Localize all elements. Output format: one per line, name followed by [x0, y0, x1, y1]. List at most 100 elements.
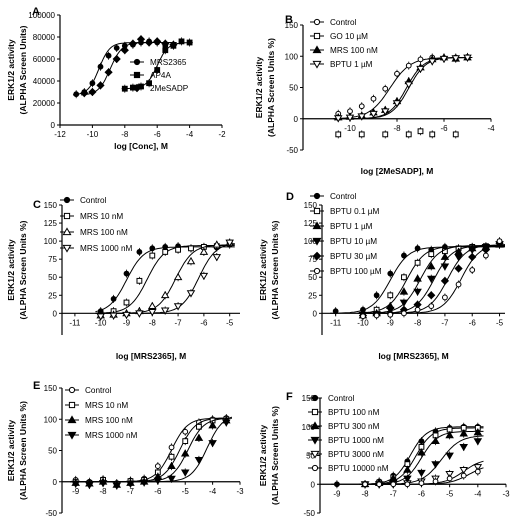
data-point — [394, 70, 400, 77]
series-mrs-100-nm — [70, 416, 232, 489]
data-point — [208, 440, 217, 448]
data-point — [148, 301, 157, 310]
x-tick-label: -5 — [446, 489, 454, 498]
data-point — [88, 87, 97, 97]
y-axis-label: ERK1/2 activity — [6, 39, 16, 101]
data-point — [426, 262, 436, 270]
x-axis-label: log [MRS2365], M — [378, 351, 448, 361]
data-point — [358, 131, 365, 138]
data-point — [80, 88, 89, 98]
data-point — [418, 480, 425, 487]
data-point — [173, 303, 183, 311]
chart-panel-a: A 0 20000 40000 60000 80000 100000 -12 -10 -8 -6 -4… — [6, 6, 226, 151]
x-tick-label: -8 — [149, 318, 157, 327]
x-tick-label: -7 — [441, 318, 449, 327]
data-point — [362, 481, 368, 488]
y-tick-label: 60000 — [33, 55, 56, 64]
legend-label: BPTU 300 nM — [328, 422, 380, 431]
legend-label: MRS 10 nM — [80, 212, 123, 221]
data-point — [474, 468, 481, 475]
data-point — [439, 55, 449, 64]
data-point — [222, 419, 231, 427]
data-point — [414, 306, 421, 313]
data-point — [154, 67, 161, 73]
legend-label: MRS 10 nM — [85, 401, 128, 410]
legend-label: 2MeSADP — [150, 84, 189, 93]
data-point — [62, 244, 72, 253]
data-point — [126, 480, 135, 489]
legend-item: BPTU 1 µM — [310, 60, 373, 69]
data-point — [311, 408, 319, 416]
data-point — [136, 277, 143, 284]
x-tick-label: -5 — [182, 487, 190, 496]
data-point — [312, 237, 322, 246]
y-tick-label: 50 — [48, 447, 57, 456]
x-tick-label: -8 — [121, 130, 129, 139]
data-point — [68, 386, 76, 394]
data-point — [135, 310, 144, 318]
legend: Control MRS 10 nM MRS 100 nM MRS 1000 nM — [65, 386, 138, 440]
data-point — [334, 481, 340, 488]
y-tick-label: 100 — [44, 237, 58, 246]
data-point — [123, 270, 130, 277]
data-point — [390, 481, 397, 488]
y-tick-label: -50 — [303, 509, 315, 518]
data-point — [399, 287, 409, 295]
y-axis-label: ERK1/2 activity — [6, 420, 16, 482]
data-point — [194, 433, 204, 441]
x-tick-label: -11 — [330, 318, 342, 327]
x-tick-label: -6 — [200, 318, 208, 327]
data-point — [432, 478, 439, 485]
fit-curve — [70, 416, 232, 483]
data-point — [427, 291, 436, 300]
data-point — [154, 463, 161, 470]
legend-label: MRS 100 nM — [80, 228, 128, 237]
legend-label: BPTU 1 µM — [330, 60, 373, 69]
data-point — [417, 469, 426, 478]
data-point — [459, 429, 468, 437]
y-axis-label-units: (ALPHA Screen Units %) — [18, 401, 28, 500]
data-point — [73, 91, 80, 98]
y-tick-label: 50 — [306, 452, 315, 461]
panel-label: B — [285, 14, 293, 26]
legend-item: 2MeSADP — [130, 83, 189, 93]
data-point — [312, 221, 322, 230]
data-point — [71, 480, 80, 489]
panel-label: D — [286, 191, 294, 203]
series-bptu-10000-nm — [359, 467, 484, 489]
x-tick-label: -9 — [72, 487, 80, 496]
y-axis-label: ERK1/2 activity — [254, 57, 264, 119]
legend: Control GO 10 µM MRS 100 nM BPTU 1 µM — [310, 18, 378, 69]
x-tick-label: -2 — [218, 130, 226, 139]
legend-label: Control — [85, 386, 112, 395]
data-point — [426, 275, 436, 284]
data-point — [496, 238, 503, 245]
data-point — [178, 38, 185, 45]
legend-item: BPTU 3000 nM — [308, 450, 384, 459]
legend-item: BPTU 100 µM — [310, 267, 382, 276]
data-point — [136, 35, 146, 44]
y-tick-label: 100 — [302, 423, 316, 432]
data-point — [182, 438, 189, 445]
fit-curve — [70, 417, 232, 483]
y-tick-label: 50 — [289, 84, 298, 93]
data-point — [169, 40, 178, 49]
y-tick-label: 50 — [48, 273, 57, 282]
data-point — [404, 481, 411, 488]
x-axis-label: log [2MeSADP], M — [361, 166, 434, 176]
y-tick-label: 150 — [44, 201, 58, 210]
data-point — [416, 65, 425, 74]
data-point — [428, 303, 435, 310]
data-point — [399, 299, 409, 307]
y-tick-label: 150 — [285, 21, 299, 30]
legend: Control BPTU 100 nM BPTU 300 nM BPTU 1000 n… — [308, 394, 389, 473]
legend-item: MRS2365 — [130, 58, 187, 67]
legend-item: MRS 1000 nM — [65, 431, 138, 440]
y-tick-label: 25 — [308, 291, 317, 300]
data-point — [445, 430, 454, 439]
legend-item: Control — [310, 18, 357, 27]
legend-item: BPTU 0.1 µM — [310, 207, 379, 216]
data-point — [387, 292, 394, 299]
data-point — [67, 431, 77, 440]
